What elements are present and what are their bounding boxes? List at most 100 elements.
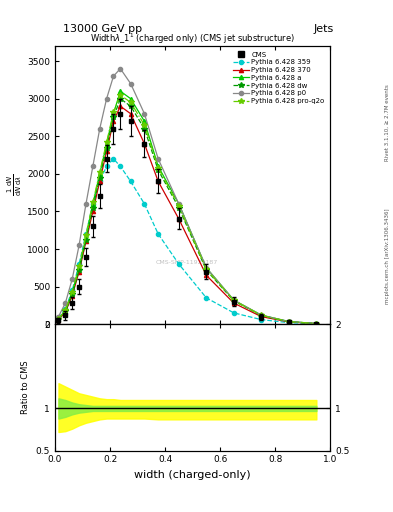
- Pythia 6.428 dw: [259, 312, 264, 318]
- Pythia 6.428 pro-q2o: [156, 165, 161, 171]
- Pythia 6.428 p0: [111, 73, 116, 79]
- Pythia 6.428 a: [286, 318, 291, 325]
- Pythia 6.428 pro-q2o: [56, 316, 61, 322]
- Pythia 6.428 dw: [314, 321, 319, 327]
- Pythia 6.428 dw: [90, 205, 95, 211]
- Pythia 6.428 a: [314, 321, 319, 327]
- Pythia 6.428 359: [111, 156, 116, 162]
- Pythia 6.428 a: [129, 96, 133, 102]
- Pythia 6.428 359: [97, 178, 102, 184]
- Text: Rivet 3.1.10, ≥ 2.7M events: Rivet 3.1.10, ≥ 2.7M events: [385, 84, 390, 161]
- Pythia 6.428 p0: [259, 312, 264, 318]
- Pythia 6.428 dw: [56, 316, 61, 323]
- Title: Width$\lambda\_1^1$ (charged only) (CMS jet substructure): Width$\lambda\_1^1$ (charged only) (CMS …: [90, 32, 295, 46]
- Pythia 6.428 370: [156, 178, 161, 184]
- Text: Jets: Jets: [314, 24, 334, 34]
- Pythia 6.428 pro-q2o: [90, 199, 95, 205]
- Pythia 6.428 pro-q2o: [286, 318, 291, 325]
- Line: Pythia 6.428 370: Pythia 6.428 370: [56, 104, 318, 326]
- Text: mcplots.cern.ch [arXiv:1306.3436]: mcplots.cern.ch [arXiv:1306.3436]: [385, 208, 390, 304]
- Pythia 6.428 pro-q2o: [70, 289, 75, 295]
- X-axis label: width (charged-only): width (charged-only): [134, 470, 251, 480]
- Pythia 6.428 359: [204, 295, 209, 301]
- Pythia 6.428 dw: [231, 298, 236, 304]
- Pythia 6.428 370: [142, 141, 147, 147]
- Pythia 6.428 370: [97, 178, 102, 184]
- Legend: CMS, Pythia 6.428 359, Pythia 6.428 370, Pythia 6.428 a, Pythia 6.428 dw, Pythia: CMS, Pythia 6.428 359, Pythia 6.428 370,…: [231, 50, 327, 106]
- Pythia 6.428 359: [63, 306, 68, 312]
- Pythia 6.428 359: [104, 163, 109, 169]
- Line: Pythia 6.428 359: Pythia 6.428 359: [56, 157, 318, 326]
- Pythia 6.428 dw: [142, 125, 147, 132]
- Pythia 6.428 a: [90, 201, 95, 207]
- Pythia 6.428 359: [90, 201, 95, 207]
- Pythia 6.428 pro-q2o: [63, 307, 68, 313]
- Pythia 6.428 p0: [70, 276, 75, 282]
- Pythia 6.428 359: [231, 310, 236, 316]
- Pythia 6.428 370: [314, 321, 319, 327]
- Pythia 6.428 dw: [286, 318, 291, 325]
- Pythia 6.428 370: [231, 300, 236, 306]
- Pythia 6.428 dw: [104, 144, 109, 151]
- Pythia 6.428 359: [156, 231, 161, 237]
- Pythia 6.428 359: [142, 201, 147, 207]
- Pythia 6.428 370: [77, 268, 81, 274]
- Pythia 6.428 p0: [204, 265, 209, 271]
- Pythia 6.428 370: [104, 148, 109, 155]
- Pythia 6.428 pro-q2o: [129, 99, 133, 105]
- Pythia 6.428 p0: [56, 313, 61, 319]
- Line: Pythia 6.428 a: Pythia 6.428 a: [56, 89, 318, 326]
- Pythia 6.428 pro-q2o: [97, 169, 102, 176]
- Pythia 6.428 a: [204, 265, 209, 271]
- Pythia 6.428 p0: [129, 80, 133, 87]
- Pythia 6.428 dw: [63, 308, 68, 314]
- Pythia 6.428 359: [286, 319, 291, 326]
- Pythia 6.428 a: [56, 316, 61, 322]
- Pythia 6.428 359: [70, 287, 75, 293]
- Pythia 6.428 359: [77, 261, 81, 267]
- Pythia 6.428 a: [118, 88, 123, 94]
- Line: Pythia 6.428 pro-q2o: Pythia 6.428 pro-q2o: [56, 92, 319, 326]
- Y-axis label: $\frac{1}{\mathrm{d}N}\frac{\mathrm{d}N}{\mathrm{d}\lambda}$: $\frac{1}{\mathrm{d}N}\frac{\mathrm{d}N}…: [6, 174, 24, 196]
- Pythia 6.428 p0: [63, 300, 68, 306]
- Pythia 6.428 370: [259, 313, 264, 319]
- Pythia 6.428 pro-q2o: [231, 297, 236, 304]
- Pythia 6.428 370: [129, 111, 133, 117]
- Pythia 6.428 pro-q2o: [118, 92, 123, 98]
- Pythia 6.428 p0: [156, 156, 161, 162]
- Line: Pythia 6.428 p0: Pythia 6.428 p0: [56, 67, 318, 326]
- Pythia 6.428 pro-q2o: [176, 203, 181, 209]
- Y-axis label: Ratio to CMS: Ratio to CMS: [21, 360, 30, 414]
- Pythia 6.428 370: [176, 216, 181, 222]
- Pythia 6.428 dw: [176, 205, 181, 211]
- Pythia 6.428 dw: [70, 291, 75, 297]
- Pythia 6.428 370: [204, 272, 209, 279]
- Pythia 6.428 a: [104, 141, 109, 147]
- Pythia 6.428 p0: [286, 318, 291, 325]
- Pythia 6.428 a: [84, 234, 88, 241]
- Pythia 6.428 370: [63, 309, 68, 315]
- Pythia 6.428 370: [90, 208, 95, 215]
- Pythia 6.428 370: [286, 319, 291, 325]
- Pythia 6.428 pro-q2o: [77, 263, 81, 269]
- Pythia 6.428 a: [97, 171, 102, 177]
- Pythia 6.428 a: [231, 297, 236, 303]
- Text: CMS-SMP-11920187: CMS-SMP-11920187: [156, 261, 218, 266]
- Pythia 6.428 pro-q2o: [84, 232, 88, 239]
- Pythia 6.428 p0: [142, 111, 147, 117]
- Pythia 6.428 a: [176, 201, 181, 207]
- Pythia 6.428 dw: [111, 114, 116, 120]
- Pythia 6.428 dw: [77, 267, 81, 273]
- Pythia 6.428 dw: [84, 237, 88, 243]
- Pythia 6.428 dw: [129, 103, 133, 109]
- Pythia 6.428 359: [259, 316, 264, 323]
- Pythia 6.428 359: [84, 231, 88, 237]
- Pythia 6.428 p0: [118, 66, 123, 72]
- Pythia 6.428 359: [118, 163, 123, 169]
- Text: 13000 GeV pp: 13000 GeV pp: [63, 24, 142, 34]
- Pythia 6.428 pro-q2o: [142, 122, 147, 128]
- Pythia 6.428 a: [259, 312, 264, 318]
- Pythia 6.428 p0: [90, 163, 95, 169]
- Pythia 6.428 p0: [97, 125, 102, 132]
- Pythia 6.428 370: [111, 118, 116, 124]
